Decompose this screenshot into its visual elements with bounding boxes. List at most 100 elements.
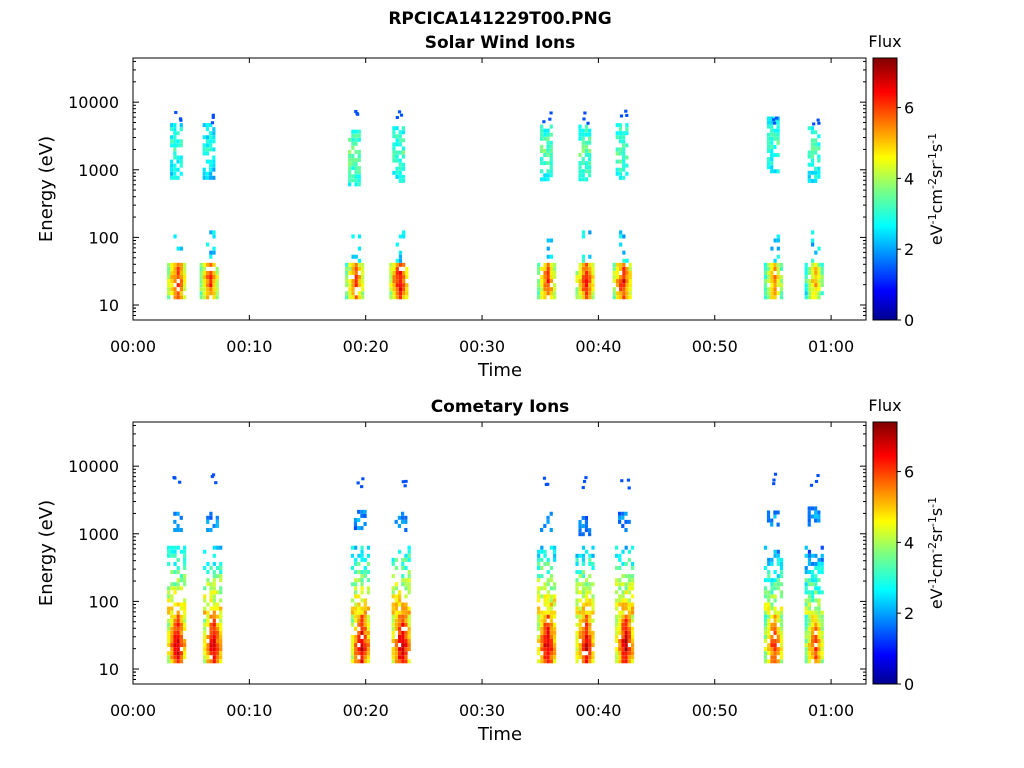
heatmap-cell (354, 270, 358, 275)
heatmap-cell (817, 287, 821, 292)
heatmap-cell (763, 610, 768, 615)
heatmap-cell (578, 570, 582, 575)
heatmap-cell (763, 594, 768, 599)
heatmap-cell (215, 295, 219, 300)
heatmap-cell (209, 582, 213, 587)
heatmap-cell (404, 618, 408, 623)
heatmap-cell (817, 514, 821, 519)
heatmap-cell (401, 557, 405, 562)
heatmap-cell (584, 520, 589, 525)
heatmap-cell (537, 594, 541, 599)
heatmap-cell (575, 651, 579, 656)
heatmap-cell (179, 171, 183, 176)
heatmap-cell (209, 515, 213, 520)
heatmap-cell (820, 626, 824, 631)
heatmap-cell (770, 136, 774, 141)
heatmap-cell (219, 614, 223, 619)
heatmap-cell (767, 291, 771, 296)
heatmap-cell (389, 295, 393, 300)
heatmap-cell (811, 610, 815, 615)
y-tick-label: 100 (88, 228, 119, 247)
heatmap-cell (817, 655, 821, 660)
heatmap-cell (578, 630, 582, 635)
heatmap-cell (773, 266, 777, 271)
heatmap-cell (820, 262, 824, 267)
heatmap-cell (814, 262, 818, 267)
heatmap-cell (395, 138, 399, 143)
heatmap-cell (401, 651, 405, 656)
heatmap-cell (588, 140, 592, 145)
heatmap-cell (363, 557, 367, 562)
heatmap-cell (820, 561, 824, 566)
heatmap-cell (553, 639, 557, 644)
heatmap-cell (779, 279, 784, 284)
heatmap-cell (209, 139, 213, 144)
heatmap-cell (394, 557, 399, 562)
heatmap-cell (617, 511, 622, 516)
heatmap-cell (627, 549, 631, 554)
heatmap-cell (179, 655, 184, 660)
heatmap-cell (811, 287, 815, 292)
heatmap-cell (203, 594, 207, 599)
heatmap-cell (588, 582, 592, 587)
heatmap-cell (804, 545, 808, 550)
heatmap-cell (584, 161, 589, 166)
heatmap-cell (779, 582, 784, 587)
y-tick-label: 1000 (78, 161, 119, 180)
heatmap-cell (170, 545, 174, 550)
plot-frame (132, 421, 867, 685)
heatmap-cell (401, 643, 405, 648)
heatmap-cell (170, 655, 174, 660)
heatmap-cell (807, 295, 812, 300)
x-tick-label: 00:50 (692, 701, 738, 720)
heatmap-cell (540, 266, 544, 271)
heatmap-cell (807, 283, 812, 288)
heatmap-cell (360, 513, 364, 518)
heatmap-cell (619, 230, 623, 235)
heatmap-cell (540, 549, 544, 554)
heatmap-cell (614, 582, 619, 587)
heatmap-cell (820, 659, 824, 664)
heatmap-cell (804, 279, 808, 284)
heatmap-cell (614, 618, 619, 623)
heatmap-cell (176, 167, 180, 172)
heatmap-cell (630, 651, 635, 656)
heatmap-cell (351, 153, 355, 158)
heatmap-cell (614, 655, 619, 660)
heatmap-cell (540, 622, 544, 627)
heatmap-cell (205, 159, 210, 164)
heatmap-cell (209, 163, 213, 168)
heatmap-cell (625, 123, 629, 128)
heatmap-cell (398, 610, 402, 615)
heatmap-cell (614, 630, 619, 635)
heatmap-cell (763, 291, 768, 296)
heatmap-cell (581, 586, 586, 591)
colorbar (872, 421, 898, 685)
heatmap-cell (618, 123, 623, 128)
heatmap-cell (170, 291, 174, 296)
heatmap-cell (351, 145, 355, 150)
heatmap-cell (767, 270, 771, 275)
heatmap-cell (178, 480, 182, 484)
heatmap-cell (773, 626, 777, 631)
heatmap-cell (767, 570, 771, 575)
heatmap-cell (581, 545, 586, 550)
heatmap-cell (766, 120, 771, 125)
heatmap-cell (537, 262, 541, 267)
heatmap-cell (619, 266, 623, 271)
heatmap-cell (621, 626, 625, 631)
heatmap-cell (622, 287, 626, 292)
heatmap-cell (776, 647, 780, 652)
heatmap-cell (770, 169, 774, 174)
heatmap-cell (811, 578, 815, 583)
heatmap-cell (351, 166, 355, 171)
heatmap-cell (176, 626, 180, 631)
heatmap-cell (578, 132, 582, 137)
heatmap-cell (628, 287, 632, 292)
heatmap-cell (546, 246, 550, 251)
heatmap-cell (804, 606, 808, 611)
heatmap-cell (405, 291, 409, 296)
heatmap-cell (391, 602, 395, 607)
heatmap-cell (779, 283, 784, 288)
heatmap-cell (546, 630, 550, 635)
